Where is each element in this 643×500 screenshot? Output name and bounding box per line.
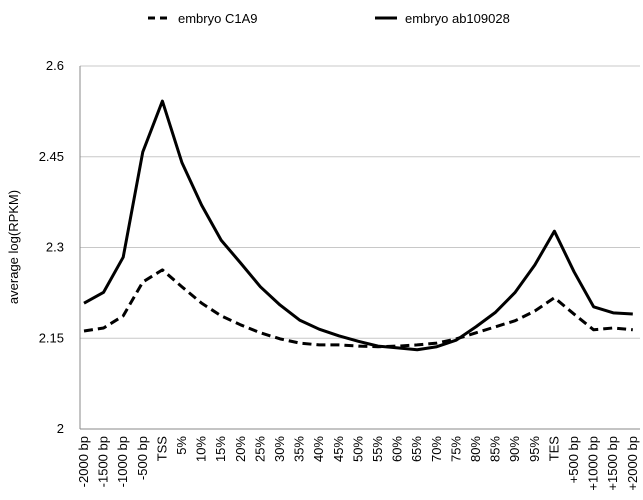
x-tick-label: +1500 bp <box>605 436 620 491</box>
x-tick-label: 20% <box>233 436 248 462</box>
x-tick-label: 95% <box>527 436 542 462</box>
x-tick-label: 85% <box>488 436 503 462</box>
x-tick-label: 70% <box>429 436 444 462</box>
x-tick-label: +1000 bp <box>586 436 601 491</box>
y-tick-label: 2.6 <box>46 58 64 73</box>
x-tick-label: 30% <box>272 436 287 462</box>
y-axis-label: average log(RPKM) <box>6 190 21 304</box>
x-tick-label: 50% <box>350 436 365 462</box>
x-tick-label: +500 bp <box>566 436 581 483</box>
x-tick-label: 60% <box>390 436 405 462</box>
x-tick-label: -1000 bp <box>115 436 130 487</box>
legend-label: embryo C1A9 <box>178 11 257 26</box>
x-tick-label: 75% <box>448 436 463 462</box>
x-tick-label: 40% <box>311 436 326 462</box>
x-tick-label: 90% <box>507 436 522 462</box>
x-tick-label: 5% <box>174 436 189 455</box>
x-tick-label: 55% <box>370 436 385 462</box>
x-tick-label: 65% <box>409 436 424 462</box>
legend-label: embryo ab109028 <box>405 11 510 26</box>
y-tick-label: 2.3 <box>46 240 64 255</box>
x-tick-label: -1500 bp <box>96 436 111 487</box>
x-tick-label: -2000 bp <box>76 436 91 487</box>
data-line <box>83 268 633 349</box>
x-tick-label: 25% <box>252 436 267 462</box>
y-tick-label: 2.15 <box>39 330 64 345</box>
x-tick-label: 80% <box>468 436 483 462</box>
x-tick-label: 15% <box>213 436 228 462</box>
x-tick-label: -500 bp <box>135 436 150 480</box>
x-tick-label: +2000 bp <box>625 436 640 491</box>
x-tick-label: TES <box>546 436 561 462</box>
x-tick-label: 35% <box>292 436 307 462</box>
x-tick-label: 45% <box>331 436 346 462</box>
y-tick-label: 2 <box>57 421 64 436</box>
x-tick-label: 10% <box>194 436 209 462</box>
y-tick-label: 2.45 <box>39 149 64 164</box>
x-tick-label: TSS <box>154 436 169 462</box>
data-line <box>83 99 633 352</box>
